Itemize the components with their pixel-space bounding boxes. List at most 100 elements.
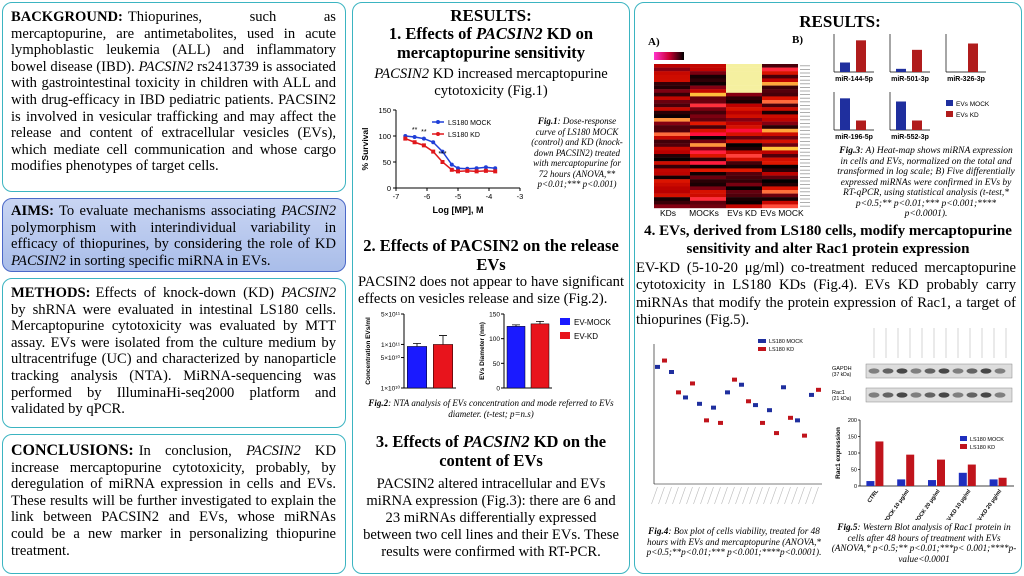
text-run: KD increase mercaptopurine cytotoxicity,… bbox=[11, 443, 336, 559]
legend-swatch bbox=[960, 444, 967, 449]
box bbox=[655, 364, 660, 369]
heat-cell bbox=[726, 179, 762, 183]
text-run: In conclusion, bbox=[138, 443, 246, 459]
heat-cell bbox=[654, 82, 690, 86]
point bbox=[431, 140, 436, 145]
blot-band bbox=[896, 368, 908, 374]
y-axis-label: Concentration EVs/ml bbox=[365, 317, 372, 385]
point bbox=[456, 169, 460, 174]
text-run: Thiopurines, such as mercaptopurine, are… bbox=[11, 9, 336, 75]
bar bbox=[897, 479, 906, 486]
blot-label: GAPDH bbox=[832, 366, 852, 372]
heat-cell bbox=[762, 132, 798, 137]
heat-cell bbox=[726, 85, 762, 90]
text-run: PACSIN2 bbox=[281, 203, 336, 219]
axis-label-stub bbox=[700, 486, 707, 505]
aims-box: AIMS: To evaluate mechanisms associating … bbox=[2, 198, 346, 272]
heat-cell bbox=[762, 74, 798, 79]
blot-band bbox=[882, 392, 894, 398]
heat-cell bbox=[690, 74, 726, 79]
conclusions-text: CONCLUSIONS: In conclusion, PACSIN2 KD in… bbox=[3, 437, 344, 565]
y-tick-label: 0 bbox=[854, 484, 857, 490]
heat-cell bbox=[690, 168, 726, 173]
text-run: PACSIN2 bbox=[462, 432, 530, 451]
blot-band bbox=[910, 392, 922, 398]
heat-cell bbox=[690, 200, 726, 205]
heat-cell bbox=[726, 197, 762, 201]
heat-cell bbox=[654, 71, 690, 75]
x-tick-label: EV-KD 20 μg/ml bbox=[975, 488, 1004, 520]
heat-cell bbox=[654, 150, 690, 155]
x-tick-label: -6 bbox=[424, 192, 431, 201]
y-tick-label: 0 bbox=[496, 386, 500, 393]
heat-cell bbox=[726, 146, 762, 151]
legend-label: EVs KD bbox=[956, 112, 979, 119]
heat-cell bbox=[726, 71, 762, 75]
heat-cell bbox=[690, 175, 726, 180]
blot-band bbox=[952, 368, 964, 374]
axis-label-stub bbox=[721, 486, 728, 505]
point bbox=[474, 166, 479, 171]
heat-cell bbox=[762, 182, 798, 187]
heat-cell bbox=[726, 150, 762, 155]
axis-label-stub bbox=[756, 486, 763, 505]
heat-cell bbox=[762, 139, 798, 144]
axis-label-stub bbox=[791, 486, 798, 505]
point bbox=[483, 168, 488, 173]
axis-label-stub bbox=[742, 486, 749, 505]
fig3-caption: Fig.3: A) Heat-map shows miRNA expressio… bbox=[836, 146, 1016, 220]
text-run: To evaluate mechanisms associating bbox=[58, 203, 282, 219]
x-tick-label: EV-MOCK 20 μg/ml bbox=[908, 488, 942, 520]
axis-label-stub bbox=[658, 486, 665, 505]
legend-swatch bbox=[436, 120, 440, 124]
heat-cell bbox=[762, 67, 798, 72]
heat-cell bbox=[762, 161, 798, 165]
box bbox=[739, 382, 744, 387]
panel-name: miR-326-3p bbox=[947, 76, 985, 83]
heat-cell bbox=[690, 114, 726, 119]
heat-cell bbox=[690, 64, 726, 68]
heat-cell bbox=[690, 146, 726, 151]
heat-cell bbox=[726, 82, 762, 86]
blot-band bbox=[980, 368, 992, 374]
heat-cell bbox=[762, 125, 798, 129]
fig4-caption: Fig.4: Box plot of cells viability, trea… bbox=[640, 526, 828, 558]
heat-cell bbox=[726, 154, 762, 158]
heat-cell bbox=[726, 168, 762, 173]
heat-cell bbox=[654, 168, 690, 173]
heat-cell bbox=[690, 136, 726, 140]
heat-cell bbox=[690, 193, 726, 198]
axis-label-stub bbox=[763, 486, 770, 505]
heat-cell bbox=[690, 121, 726, 126]
x-axis-label: Log [MP], M bbox=[433, 205, 484, 215]
point bbox=[440, 160, 445, 164]
section-text: PACSIN2 does not appear to have signific… bbox=[358, 274, 624, 308]
axis-label-stub bbox=[798, 486, 805, 505]
text-run: PACSIN2 altered intracellular and EVs mi… bbox=[363, 476, 619, 560]
axis-label-stub bbox=[714, 486, 721, 505]
caption-text: : Dose-response curve of LS180 MOCK (con… bbox=[531, 116, 623, 189]
bar bbox=[506, 326, 526, 389]
blot-band bbox=[910, 368, 922, 374]
bar bbox=[896, 101, 906, 130]
heat-cell bbox=[654, 164, 690, 169]
heat-cell bbox=[690, 67, 726, 72]
heat-cell bbox=[762, 85, 798, 90]
section-title: 4. EVs, derived from LS180 cells, modify… bbox=[640, 222, 1016, 258]
series-line bbox=[405, 137, 496, 173]
heat-cell bbox=[762, 186, 798, 191]
heat-cell bbox=[654, 85, 690, 90]
heat-cell bbox=[654, 146, 690, 151]
column-label: MOCKs bbox=[689, 208, 719, 218]
blot-band bbox=[924, 368, 936, 374]
heat-cell bbox=[762, 154, 798, 158]
axis-label-stub bbox=[784, 486, 791, 505]
y-tick-label: 100 bbox=[848, 451, 857, 457]
text-run: 4. EVs, derived from LS180 cells, modify… bbox=[644, 223, 1012, 257]
bar bbox=[967, 464, 976, 486]
heading: BACKGROUND: bbox=[11, 9, 123, 25]
heading: CONCLUSIONS: bbox=[11, 442, 134, 459]
fig3-chart: miR-144-5p miR-501-3p miR-326-3p miR-196-5p… bbox=[833, 34, 990, 141]
heat-cell bbox=[726, 128, 762, 133]
section-title: 1. Effects of PACSIN2 KD on mercaptopuri… bbox=[360, 24, 622, 62]
